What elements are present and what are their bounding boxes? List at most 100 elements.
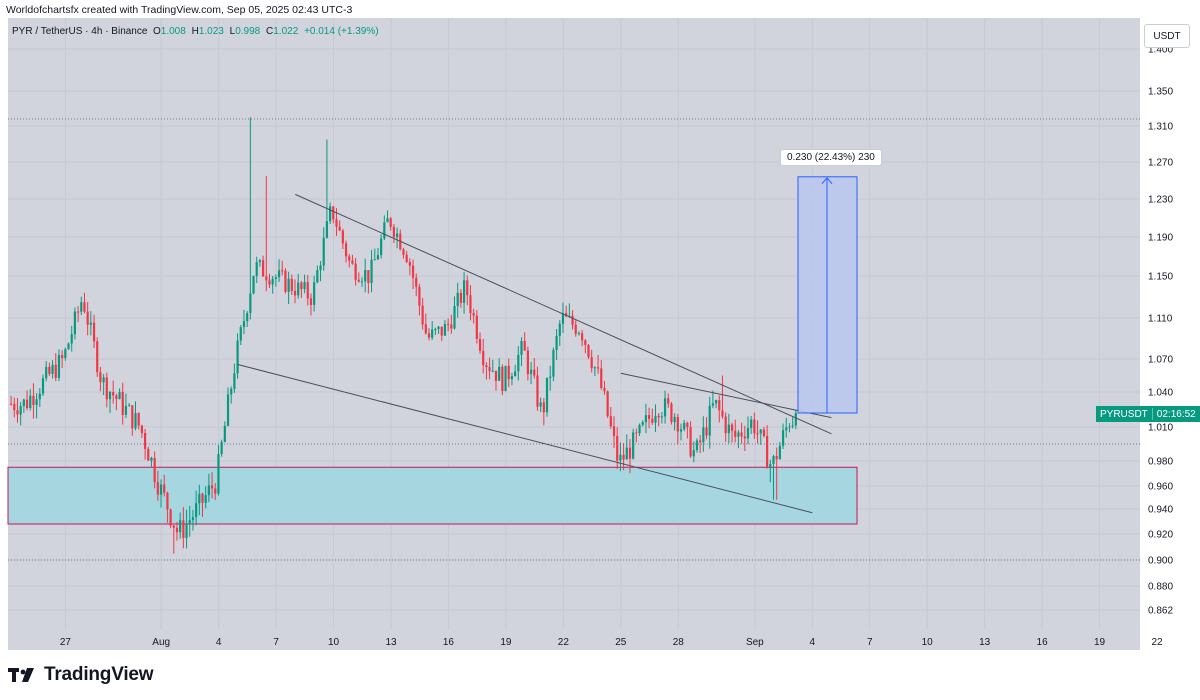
measure-arrowhead [821, 177, 833, 185]
candle-body [357, 279, 360, 282]
candle-body [456, 292, 459, 306]
open-label: O [153, 26, 161, 37]
candle-body [195, 503, 198, 518]
time-tick-label: 13 [385, 637, 397, 648]
price-tick-label: 1.040 [1148, 388, 1173, 399]
candle-body [64, 349, 67, 358]
time-axis[interactable]: 27 Aug 4 7 10 13 16 19 22 25 28 Sep 4 7 10 13 16 19 22 [8, 630, 1163, 650]
candle-body [781, 430, 785, 446]
candle-body [41, 378, 45, 394]
candle-body [427, 333, 431, 338]
candle-body [462, 280, 466, 303]
candle-body [210, 485, 214, 489]
candle-body [772, 456, 775, 464]
candle-body [632, 432, 635, 459]
price-tick-label: 1.190 [1148, 233, 1173, 244]
time-tick-label: 22 [1151, 637, 1163, 648]
candle-body [252, 275, 255, 294]
candle-body [70, 334, 73, 344]
candle-body [246, 313, 249, 322]
tradingview-logo[interactable]: TradingView [8, 664, 154, 686]
candle-body [236, 340, 239, 374]
candle-body [466, 280, 469, 296]
candle-body [61, 355, 64, 358]
candle-body [16, 410, 19, 415]
time-tick-label: 7 [867, 637, 873, 648]
candle-body [338, 226, 341, 231]
candle-body [134, 413, 137, 429]
candle-body [281, 270, 284, 272]
candle-body [683, 422, 686, 430]
candle-body [226, 394, 230, 426]
candle-body [287, 278, 290, 292]
candle-body [131, 405, 134, 429]
candle-body [313, 282, 316, 305]
candle-body [329, 206, 332, 222]
candle-body [581, 333, 584, 341]
attribution-text: Worldofchartsfx created with TradingView… [6, 4, 353, 16]
measure-tool[interactable] [797, 176, 858, 414]
candle-body [766, 435, 769, 469]
candle-body [714, 400, 718, 404]
candle-body [593, 367, 596, 369]
price-tick-label: 1.070 [1148, 355, 1173, 366]
candle-body [38, 393, 41, 400]
candle-body [641, 422, 644, 425]
candle-body [344, 243, 348, 257]
candle-body [529, 369, 533, 374]
candle-body [759, 429, 762, 434]
candle-body [612, 426, 616, 437]
candle-body [507, 365, 510, 380]
candle-body [587, 344, 590, 358]
candle-body [80, 302, 83, 312]
candle-body [702, 427, 705, 443]
candle-body [628, 447, 632, 459]
candle-body [574, 324, 577, 334]
candle-body [411, 265, 415, 278]
price-axis[interactable]: 1.400 1.350 1.310 1.270 1.230 1.190 1.150 1.110… [1140, 18, 1200, 650]
candle-body [300, 282, 303, 290]
candle-body [459, 292, 462, 303]
support-zone[interactable] [7, 466, 858, 525]
candle-body [188, 520, 191, 524]
wedge-lines[interactable] [237, 193, 832, 514]
candle-body [472, 313, 475, 316]
candle-body [727, 424, 730, 434]
candle-body [635, 432, 638, 434]
candle-body [577, 333, 581, 335]
price-tick-label: 1.310 [1148, 122, 1173, 133]
candle-body [108, 391, 112, 400]
candle-body [555, 335, 558, 350]
candle-body [549, 376, 552, 378]
candle-body [179, 520, 182, 533]
candle-body [526, 350, 529, 374]
currency-unit-button[interactable]: USDT [1144, 24, 1190, 48]
measure-label: 0.230 (22.43%) 230 [780, 149, 882, 166]
candle-body [25, 399, 29, 409]
ohlc-legend: PYR / TetherUS · 4h · Binance O1.008 H1.… [12, 26, 382, 37]
candle-body [536, 375, 539, 407]
candle-body [794, 413, 797, 426]
candle-body [265, 276, 268, 281]
candle-body [45, 366, 48, 379]
candle-body [175, 527, 179, 533]
candle-body [644, 415, 648, 423]
price-tick-label: 0.862 [1148, 606, 1173, 617]
candle-body [619, 454, 622, 461]
time-tick-label: 19 [500, 637, 512, 648]
candle-body [775, 456, 778, 460]
candle-body [510, 376, 514, 380]
price-tick-label: 0.900 [1148, 556, 1173, 567]
candle-body [408, 261, 411, 266]
candle-body [19, 405, 22, 415]
candle-body [230, 388, 233, 395]
candle-body [485, 365, 488, 368]
candle-body [166, 492, 169, 510]
candle-body [558, 323, 561, 336]
candle-body [341, 230, 344, 244]
candle-body [708, 405, 711, 436]
candle-body [746, 427, 750, 439]
candle-body [156, 482, 159, 495]
candle-body [740, 432, 743, 437]
